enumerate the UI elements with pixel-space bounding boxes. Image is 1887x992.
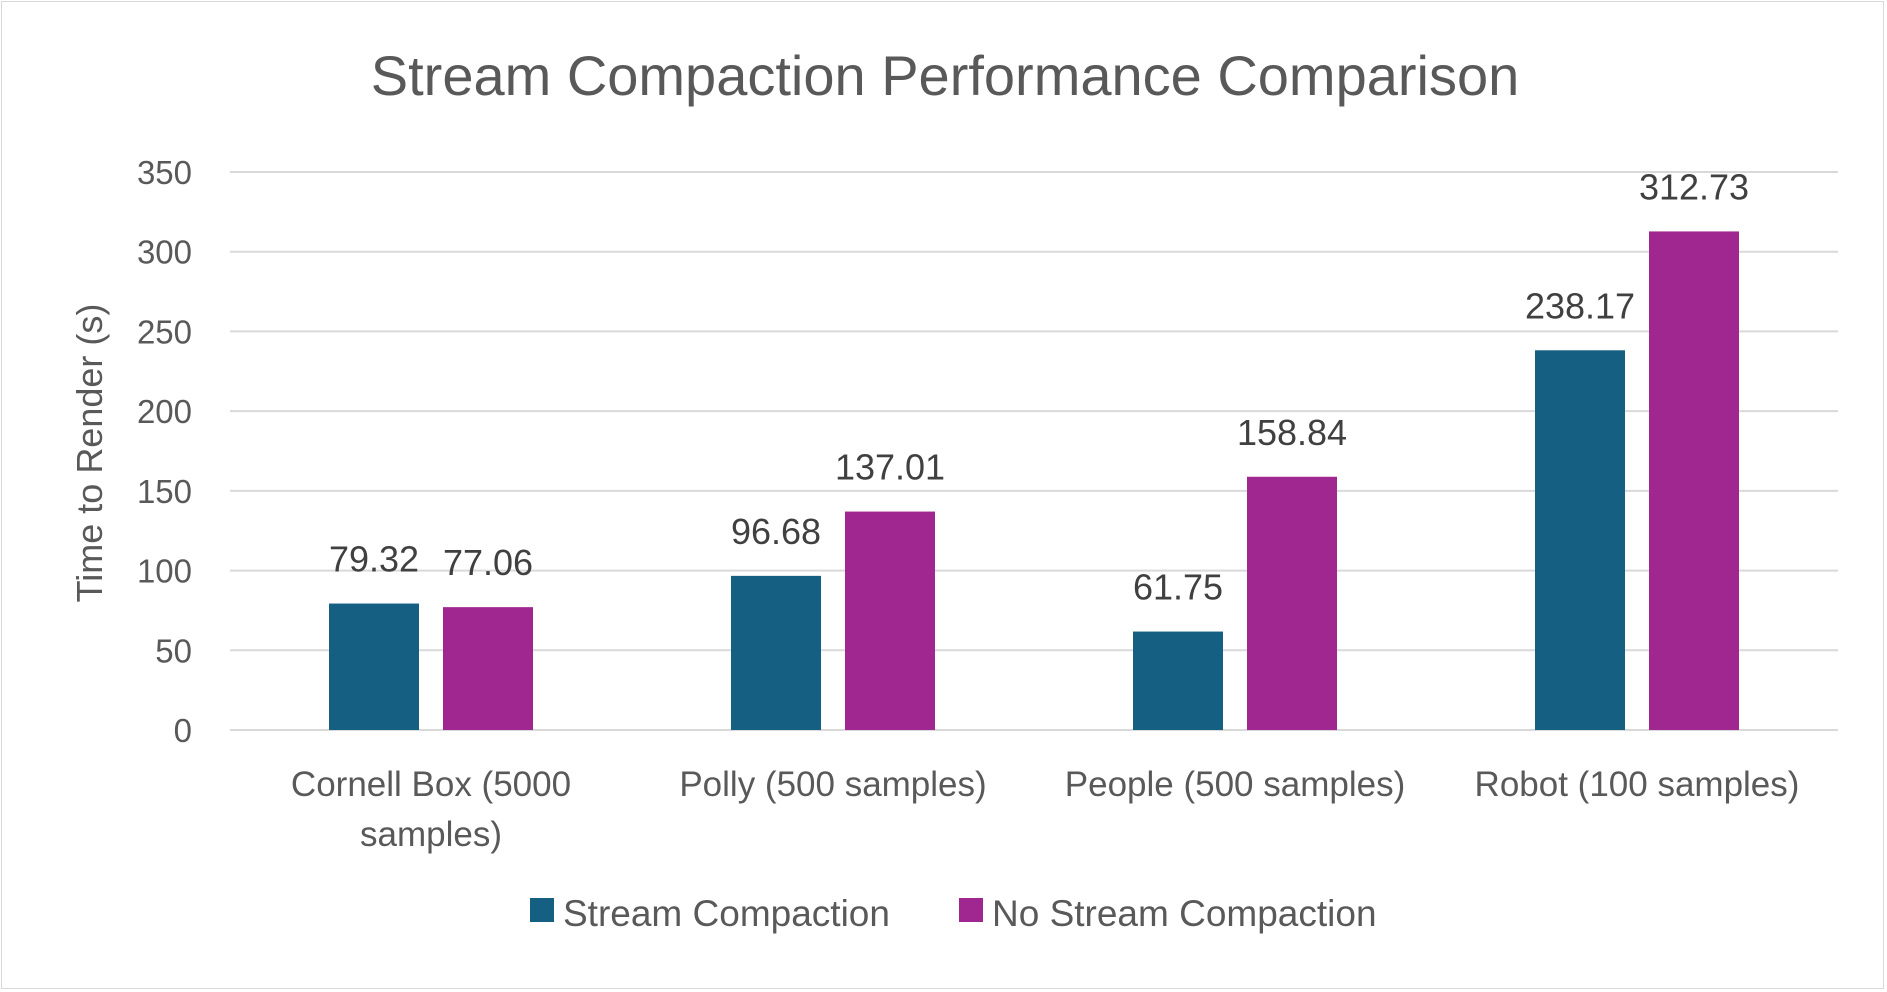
y-axis-ticks: 0 50 100 150 200 250 300 350 (137, 154, 192, 749)
data-label: 238.17 (1525, 285, 1635, 326)
legend: Stream Compaction No Stream Compaction (530, 893, 1377, 934)
data-label: 158.84 (1237, 412, 1347, 453)
y-tick-label: 300 (137, 234, 192, 271)
legend-swatch (959, 898, 983, 922)
bar-stream-3 (1535, 350, 1625, 730)
y-tick-label: 50 (155, 632, 192, 669)
x-category-label: Robot (100 samples) (1475, 765, 1800, 804)
y-tick-label: 200 (137, 393, 192, 430)
legend-label: No Stream Compaction (992, 893, 1377, 934)
y-tick-label: 350 (137, 154, 192, 191)
bar-stream-2 (1133, 631, 1223, 730)
data-labels: 79.32 77.06 96.68 137.01 61.75 158.84 238.17 31… (329, 166, 1749, 607)
data-label: 96.68 (731, 511, 821, 552)
chart-title: Stream Compaction Performance Comparison (371, 44, 1519, 107)
bar-no-stream-1 (845, 511, 935, 730)
data-label: 79.32 (329, 539, 419, 580)
legend-swatch (530, 898, 554, 922)
x-category-label: samples) (360, 815, 502, 854)
y-axis-label: Time to Render (s) (69, 304, 110, 603)
y-tick-label: 0 (174, 712, 192, 749)
x-category-label: Cornell Box (5000 (291, 765, 571, 804)
bar-no-stream-3 (1649, 231, 1739, 731)
bar-no-stream-2 (1247, 476, 1337, 730)
legend-label: Stream Compaction (563, 893, 890, 934)
bar-stream-0 (329, 603, 419, 730)
x-category-label: People (500 samples) (1065, 765, 1405, 804)
data-label: 61.75 (1133, 567, 1223, 608)
bar-no-stream-0 (443, 607, 533, 730)
x-category-label: Polly (500 samples) (679, 765, 986, 804)
y-tick-label: 250 (137, 313, 192, 350)
bar-stream-1 (731, 575, 821, 730)
bars (329, 231, 1739, 731)
data-label: 312.73 (1639, 166, 1749, 207)
data-label: 137.01 (835, 447, 945, 488)
data-label: 77.06 (443, 542, 533, 583)
y-tick-label: 150 (137, 473, 192, 510)
x-axis-categories: Cornell Box (5000 samples) Polly (500 samp… (291, 765, 1800, 854)
y-tick-label: 100 (137, 553, 192, 590)
